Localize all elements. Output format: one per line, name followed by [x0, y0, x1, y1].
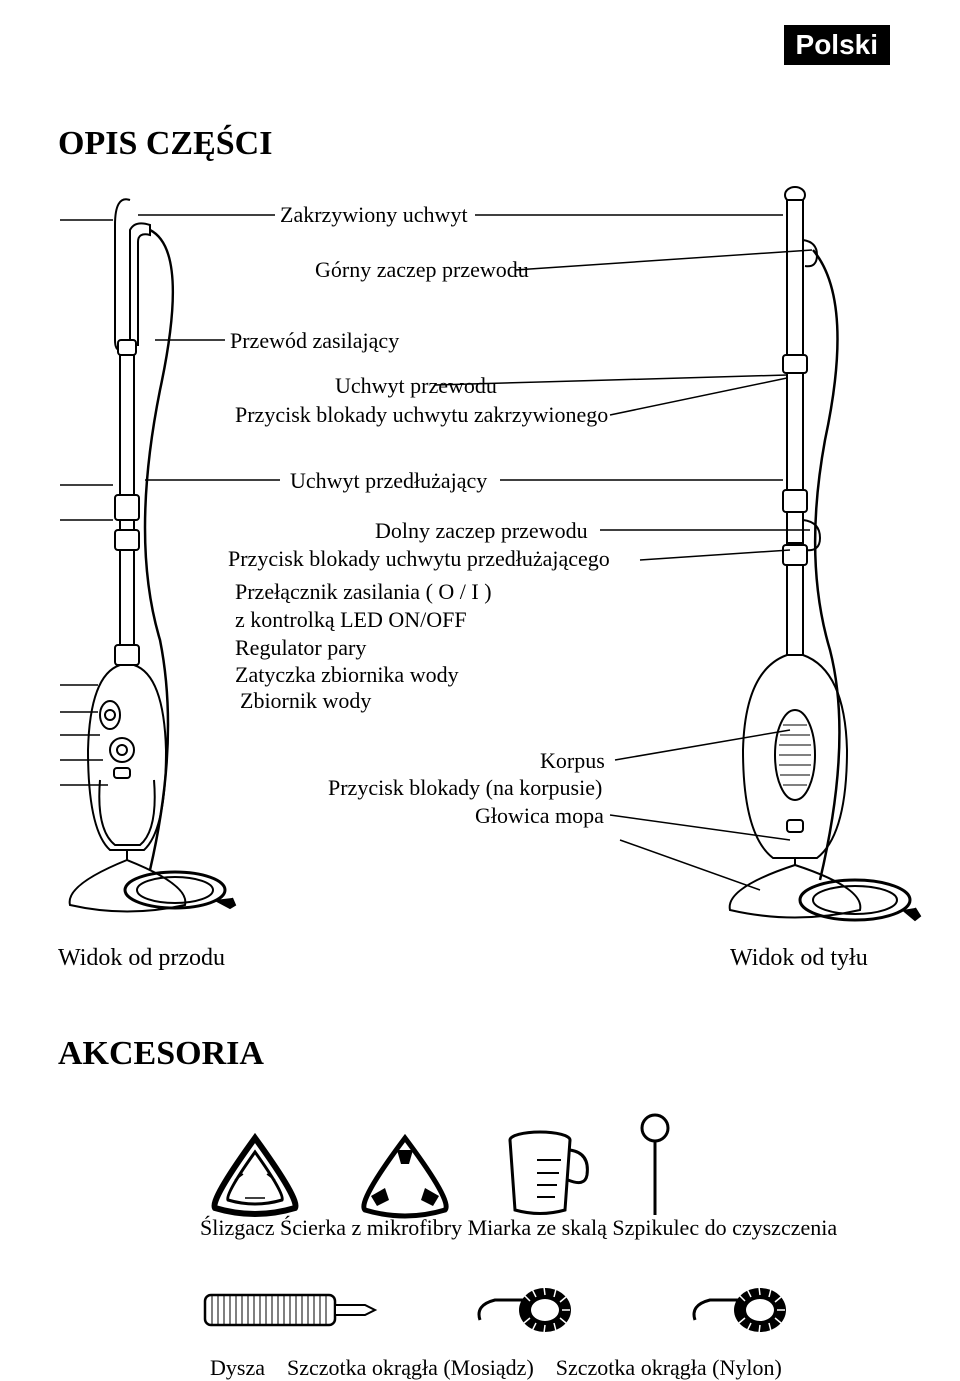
label-power-cord: Przewód zasilający [230, 328, 399, 354]
accessory-label-brush-brass: Szczotka okrągła (Mosiądz) [287, 1355, 534, 1380]
section-title-accessories: AKCESORIA [58, 1035, 264, 1073]
accessory-row-1 [195, 1110, 895, 1220]
label-cord-handle: Uchwyt przewodu [335, 373, 497, 399]
label-extension-handle: Uchwyt przedłużający [290, 468, 487, 494]
label-power-switch-line1: Przełącznik zasilania ( O / I ) [235, 579, 492, 604]
label-lower-cord-hook: Dolny zaczep przewodu [375, 518, 588, 544]
label-power-switch-line2: z kontrolką LED ON/OFF [235, 607, 467, 632]
nozzle-icon [200, 1280, 380, 1340]
label-extension-handle-lock: Przycisk blokady uchwytu przedłużającego [228, 546, 610, 572]
label-curved-handle: Zakrzywiony uchwyt [280, 202, 468, 228]
accessory-labels-row1: Ślizgacz Ścierka z mikrofibry Miarka ze … [200, 1215, 837, 1241]
front-view-caption: Widok od przodu [58, 945, 225, 972]
label-tank-cap: Zatyczka zbiornika wody [235, 662, 459, 688]
diagram-area: Zakrzywiony uchwyt Górny zaczep przewodu… [0, 160, 960, 940]
back-view-caption: Widok od tyłu [730, 945, 868, 972]
accessory-labels-row2: Dysza Szczotka okrągła (Mosiądz) Szczotk… [210, 1355, 782, 1381]
label-body: Korpus [540, 748, 605, 774]
microfiber-cloth-icon [345, 1130, 465, 1220]
label-upper-cord-hook: Górny zaczep przewodu [315, 257, 529, 283]
label-curved-handle-lock: Przycisk blokady uchwytu zakrzywionego [235, 402, 608, 428]
round-brush-nylon-icon [685, 1275, 795, 1340]
measuring-cup-icon [495, 1125, 595, 1220]
round-brush-brass-icon [470, 1275, 580, 1340]
accessory-label-brush-nylon: Szczotka okrągła (Nylon) [556, 1355, 782, 1380]
accessory-row-2 [200, 1275, 900, 1340]
section-title-parts: OPIS CZĘŚCI [58, 125, 272, 163]
label-steam-regulator: Regulator pary [235, 635, 366, 661]
back-view-drawing [725, 180, 925, 940]
cleaning-pin-icon [625, 1110, 685, 1220]
label-body-lock: Przycisk blokady (na korpusie) [328, 775, 602, 801]
label-water-tank: Zbiornik wody [240, 688, 371, 714]
language-tag: Polski [784, 25, 890, 65]
label-power-switch: Przełącznik zasilania ( O / I ) z kontro… [235, 578, 492, 633]
label-mop-head: Głowica mopa [475, 803, 604, 829]
accessory-label-nozzle: Dysza [210, 1355, 265, 1380]
front-view-drawing [60, 190, 250, 930]
glider-icon [195, 1130, 315, 1220]
